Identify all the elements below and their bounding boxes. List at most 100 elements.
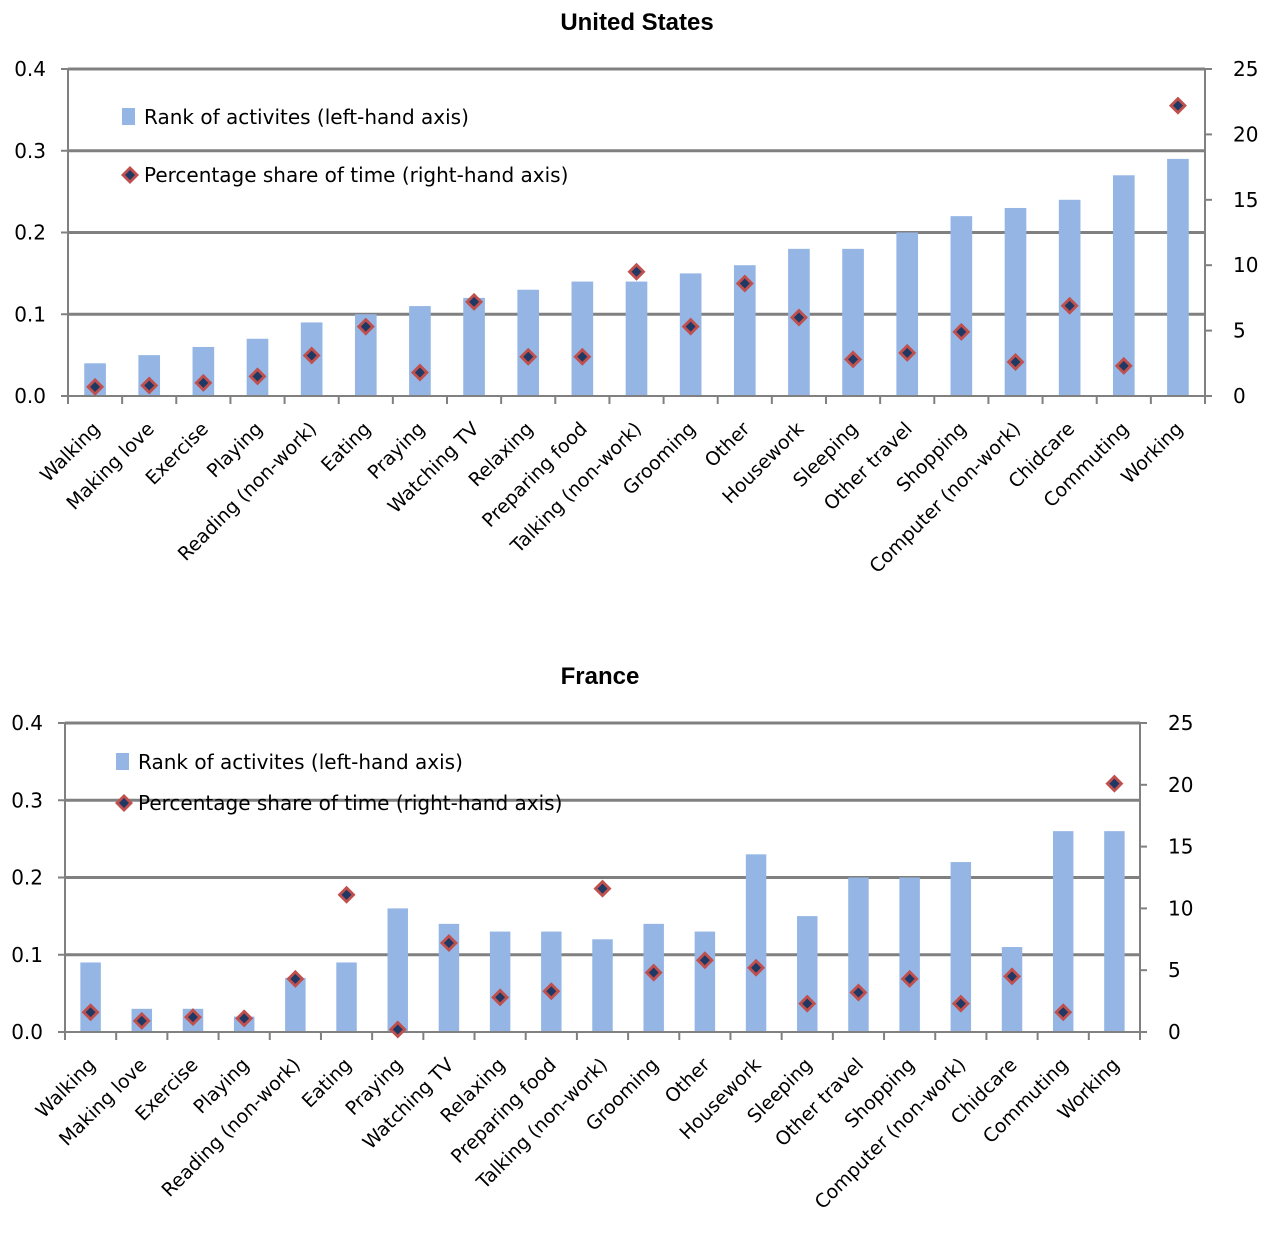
left-tick-label: 0.3 — [14, 139, 46, 163]
legend: Rank of activites (left-hand axis) Percen… — [115, 750, 562, 815]
bar-sleeping — [842, 248, 864, 396]
left-tick-label: 0.0 — [11, 1020, 43, 1044]
marker-inner — [739, 278, 750, 289]
marker-eating — [337, 885, 356, 904]
right-tick-label: 5 — [1233, 319, 1246, 343]
bar-other — [694, 931, 716, 1032]
bar-commuting — [1052, 831, 1074, 1032]
bar-computer-non-work — [1004, 207, 1027, 396]
legend-marker-label: Percentage share of time (right-hand axi… — [144, 163, 568, 187]
bar-shopping — [899, 877, 920, 1032]
marker-inner — [360, 321, 371, 332]
bar-reading-non-work — [285, 977, 306, 1032]
marker-other — [695, 951, 714, 970]
marker-inner — [1007, 971, 1018, 982]
marker-computer-non-work — [1006, 352, 1025, 371]
marker-relaxing — [491, 988, 510, 1007]
legend-marker-swatch — [115, 794, 133, 812]
right-tick-label: 0 — [1233, 384, 1246, 408]
right-tick-label: 10 — [1233, 253, 1258, 277]
bar-computer-non-work — [950, 862, 972, 1032]
legend: Rank of activites (left-hand axis) Percen… — [121, 105, 568, 187]
marker-inner — [1058, 1007, 1069, 1018]
marker-walking — [81, 1003, 100, 1022]
marker-watching-tv — [439, 934, 458, 953]
marker-grooming — [644, 963, 663, 982]
legend-bar-label: Rank of activites (left-hand axis) — [144, 105, 469, 129]
right-tick-label: 15 — [1168, 835, 1193, 859]
chart-title: United States — [560, 9, 713, 36]
marker-housework — [789, 308, 808, 327]
marker-chidcare — [1003, 967, 1022, 986]
right-tick-label: 20 — [1168, 773, 1193, 797]
bar-other — [733, 265, 756, 396]
marker-inner — [848, 354, 859, 365]
bar-other-travel — [848, 877, 869, 1032]
marker-relaxing — [519, 347, 538, 366]
bar-walking — [80, 962, 101, 1032]
right-tick-label: 25 — [1168, 711, 1193, 735]
marker-inner — [198, 377, 209, 388]
marker-shopping — [952, 322, 971, 341]
marker-inner — [793, 312, 804, 323]
bar-shopping — [950, 216, 973, 396]
left-tick-label: 0.1 — [14, 302, 46, 326]
marker-chidcare — [1060, 296, 1079, 315]
marker-inner — [495, 992, 506, 1003]
marker-inner — [125, 170, 135, 180]
right-tick-label: 0 — [1168, 1020, 1181, 1044]
marker-inner — [136, 1015, 147, 1026]
marker-inner — [597, 883, 608, 894]
marker-watching-tv — [465, 292, 484, 311]
right-tick-label: 10 — [1168, 896, 1193, 920]
marker-other-travel — [898, 343, 917, 362]
marker-making-love — [132, 1011, 151, 1030]
marker-sleeping — [844, 350, 863, 369]
marker-inner — [1172, 100, 1183, 111]
marker-inner — [955, 998, 966, 1009]
marker-reading-non-work — [302, 346, 321, 365]
marker-praying — [388, 1020, 407, 1039]
bar-working — [1104, 831, 1125, 1032]
chart-title: France — [561, 663, 640, 690]
bar-eating — [336, 962, 357, 1032]
marker-inner — [751, 962, 762, 973]
left-tick-label: 0.3 — [11, 788, 43, 812]
marker-inner — [1118, 360, 1129, 371]
marker-sleeping — [798, 994, 817, 1013]
marker-inner — [956, 326, 967, 337]
bar-eating — [354, 314, 377, 396]
marker-inner — [252, 371, 263, 382]
marker-inner — [685, 321, 696, 332]
legend-bar-swatch — [116, 753, 129, 770]
left-tick-label: 0.0 — [14, 384, 46, 408]
marker-inner — [523, 351, 534, 362]
marker-inner — [902, 347, 913, 358]
marker-inner — [699, 955, 710, 966]
marker-talking-non-work — [627, 262, 646, 281]
chart-panel-united-states: United States0.00.10.20.30.40510152025Wa… — [14, 9, 1258, 578]
marker-inner — [469, 296, 480, 307]
bar-relaxing — [489, 931, 511, 1032]
bar-other-travel — [896, 232, 919, 396]
marker-playing — [248, 367, 267, 386]
bar-praying — [409, 306, 431, 396]
legend-marker-swatch — [121, 166, 139, 184]
marker-other — [735, 274, 754, 293]
legend-bar-label: Rank of activites (left-hand axis) — [138, 750, 463, 774]
marker-playing — [235, 1009, 254, 1028]
marker-exercise — [183, 1008, 202, 1027]
marker-talking-non-work — [593, 879, 612, 898]
marker-inner — [648, 967, 659, 978]
right-tick-label: 20 — [1233, 122, 1258, 146]
bar-preparing-food — [571, 281, 594, 396]
marker-housework — [747, 958, 766, 977]
left-tick-label: 0.4 — [11, 711, 43, 735]
marker-inner — [144, 380, 155, 391]
bar-housework — [745, 854, 767, 1032]
marker-inner — [414, 367, 425, 378]
left-tick-label: 0.2 — [14, 221, 46, 245]
marker-inner — [1109, 778, 1120, 789]
legend-bar-swatch — [122, 108, 135, 125]
